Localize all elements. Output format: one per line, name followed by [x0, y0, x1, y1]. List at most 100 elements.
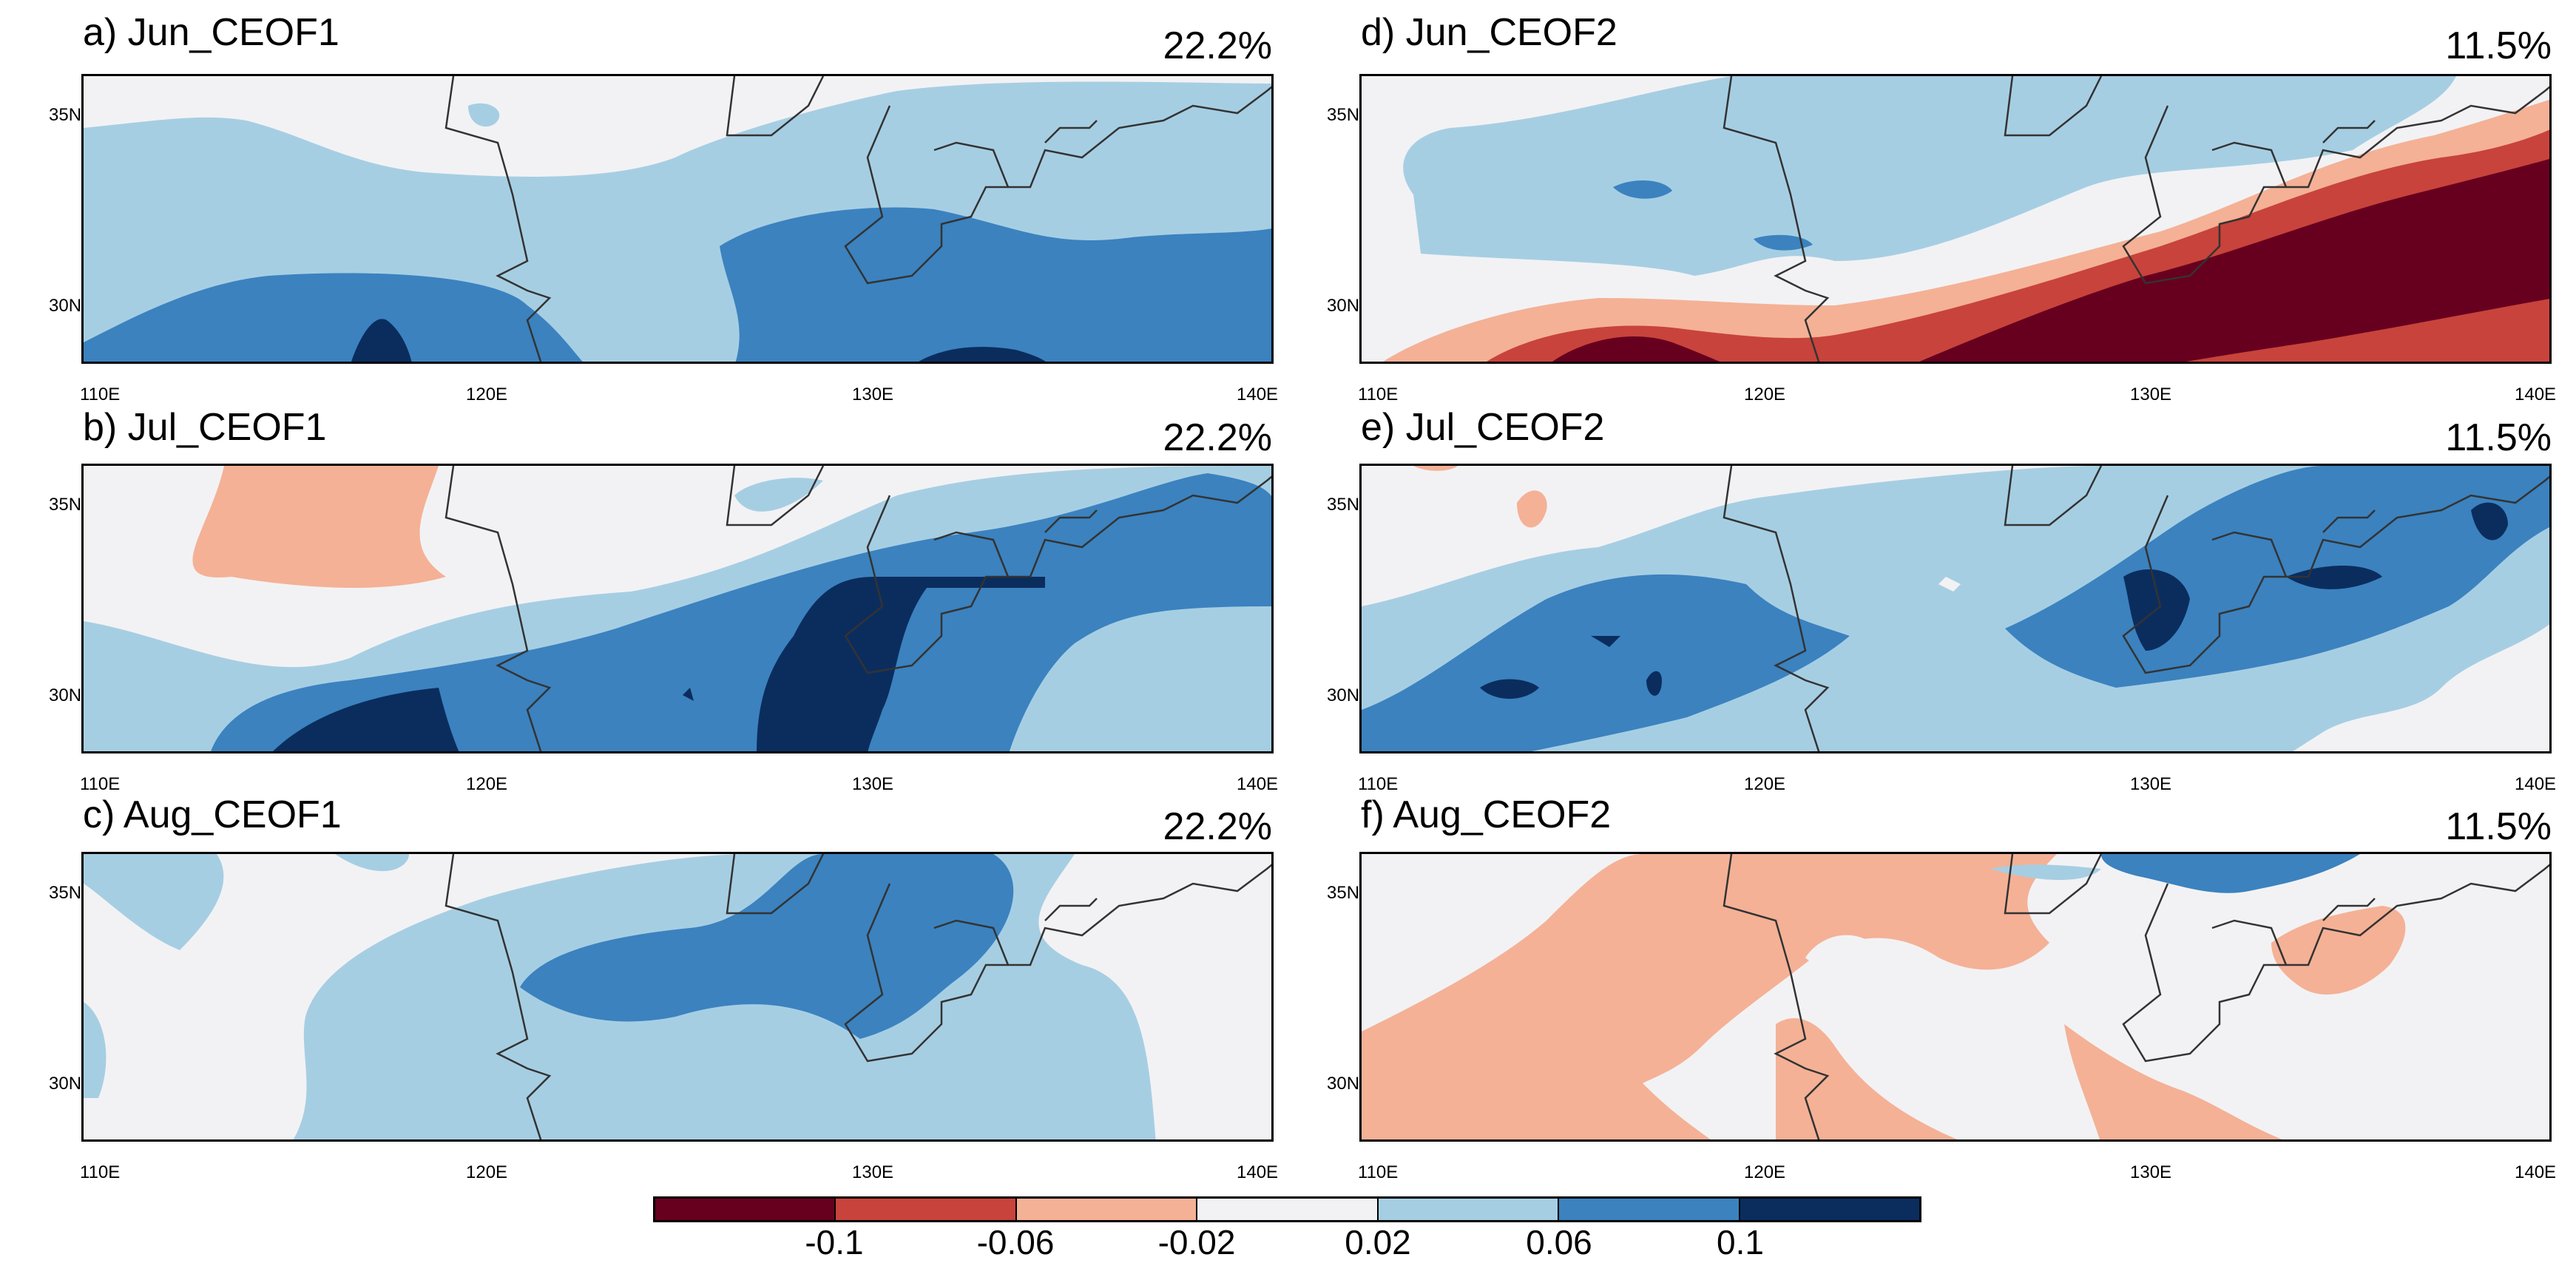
lon-tick-120e: 120E: [1744, 385, 1786, 404]
lon-tick-140e: 140E: [2515, 385, 2557, 404]
lat-tick-30n: 30N: [49, 296, 82, 316]
contour-fill-dark-blue: [757, 577, 1045, 751]
contour-fill-light-blue: [1990, 864, 2101, 880]
lat-tick-30n: 30N: [49, 1074, 82, 1094]
lon-tick-130e: 130E: [852, 774, 894, 794]
variance-label: 11.5%: [2445, 24, 2552, 67]
contour-map: [1362, 854, 2549, 1139]
contour-fill-dark-blue: [2471, 502, 2508, 541]
lon-tick-110e: 110E: [80, 774, 121, 794]
lon-tick-120e: 120E: [1744, 774, 1786, 794]
variance-label: 22.2%: [1163, 416, 1272, 459]
coastline: [1723, 466, 2549, 751]
contour-fill-light-blue: [468, 103, 500, 127]
lon-tick-140e: 140E: [1237, 774, 1279, 794]
lon-tick-130e: 130E: [2130, 385, 2172, 404]
contour-fill-mid-blue: [1362, 574, 1850, 751]
contour-fill-dark-blue: [351, 319, 412, 362]
contour-fill-dark-blue: [273, 688, 459, 751]
colorbar-box: [1378, 1199, 1560, 1220]
contour-fill-light-blue: [84, 1002, 107, 1098]
contour-fill-light-blue: [84, 854, 224, 950]
contour-fill-dark-red: [1919, 158, 2549, 362]
lat-tick-30n: 30N: [1327, 1074, 1360, 1094]
lon-tick-120e: 120E: [466, 385, 508, 404]
panel-title: a) Jun_CEOF1: [83, 11, 339, 54]
panel-title: b) Jul_CEOF1: [83, 406, 327, 449]
lon-tick-110e: 110E: [80, 385, 121, 404]
coastline: [444, 76, 1271, 362]
contour-fill-mid-blue: [520, 854, 1014, 1039]
map-frame: [81, 852, 1274, 1142]
colorbar-box: [655, 1199, 836, 1220]
contour-fill-dark-red: [1552, 336, 1720, 362]
contour-fill-dark-blue: [919, 347, 1046, 362]
lat-tick-35n: 35N: [1327, 883, 1360, 903]
map-frame: [1359, 852, 2552, 1142]
contour-fill-mid-blue: [2101, 854, 2360, 893]
colorbar-label: 0.02: [1345, 1223, 1411, 1261]
panel-title: d) Jun_CEOF2: [1361, 11, 1617, 54]
contour-fill-light-blue: [734, 478, 823, 512]
coastline: [444, 466, 1271, 751]
map-frame: [1359, 464, 2552, 753]
lat-tick-35n: 35N: [1327, 495, 1360, 515]
contour-fill-mid-blue: [1754, 234, 1813, 251]
contour-map: [84, 466, 1271, 751]
variance-label: 22.2%: [1163, 24, 1272, 67]
contour-fill-dark-blue: [1646, 671, 1662, 696]
contour-fill-dark-blue: [1591, 636, 1620, 647]
contour-fill-dark-blue: [1480, 679, 1539, 699]
contour-fill-neutral: [1938, 577, 1961, 592]
colorbar-box: [1016, 1199, 1198, 1220]
colorbar-box: [1197, 1199, 1379, 1220]
contour-fill-mid-blue: [211, 473, 1271, 751]
lat-tick-35n: 35N: [49, 105, 82, 125]
lat-tick-30n: 30N: [49, 685, 82, 705]
contour-fill-light-red: [2271, 906, 2406, 995]
panel-title: e) Jul_CEOF2: [1361, 406, 1605, 449]
lon-tick-110e: 110E: [80, 1162, 121, 1182]
coastline: [1723, 76, 2549, 362]
variance-label: 11.5%: [2445, 416, 2552, 459]
colorbar-box: [836, 1199, 1017, 1220]
map-frame: [1359, 74, 2552, 364]
variance-label: 22.2%: [1163, 805, 1272, 848]
contour-fill-light-red: [2064, 1024, 2282, 1139]
contour-fill-mid-blue: [84, 273, 583, 362]
colorbar-label: 0.1: [1717, 1223, 1764, 1261]
lat-tick-35n: 35N: [49, 883, 82, 903]
lon-tick-130e: 130E: [2130, 1162, 2172, 1182]
lon-tick-140e: 140E: [2515, 1162, 2557, 1182]
contour-fill-mid-blue: [1613, 180, 1672, 199]
contour-fill-mid-blue: [720, 207, 1271, 362]
lon-tick-130e: 130E: [852, 1162, 894, 1182]
lon-tick-110e: 110E: [1358, 1162, 1399, 1182]
colorbar-label: -0.1: [805, 1223, 864, 1261]
colorbar-box: [1559, 1199, 1740, 1220]
contour-fill-light-red: [1362, 854, 2057, 1139]
map-frame: [81, 74, 1274, 364]
contour-map: [1362, 466, 2549, 751]
coastline: [444, 854, 1271, 1139]
lon-tick-120e: 120E: [466, 774, 508, 794]
lon-tick-130e: 130E: [2130, 774, 2172, 794]
contour-fill-light-red: [1517, 490, 1547, 528]
lat-tick-35n: 35N: [1327, 105, 1360, 125]
contour-map: [1362, 76, 2549, 362]
variance-label: 11.5%: [2445, 805, 2552, 848]
lat-tick-30n: 30N: [1327, 685, 1360, 705]
contour-fill-light-red: [1776, 1017, 1958, 1139]
colorbar-label: -0.06: [976, 1223, 1055, 1261]
panel-title: c) Aug_CEOF1: [83, 793, 342, 836]
lat-tick-30n: 30N: [1327, 296, 1360, 316]
contour-map: [84, 76, 1271, 362]
colorbar-label: -0.02: [1157, 1223, 1236, 1261]
colorbar-label: 0.06: [1526, 1223, 1592, 1261]
lon-tick-110e: 110E: [1358, 385, 1399, 404]
coastline: [1723, 854, 2549, 1139]
lon-tick-120e: 120E: [466, 1162, 508, 1182]
map-frame: [81, 464, 1274, 753]
lon-tick-140e: 140E: [2515, 774, 2557, 794]
lon-tick-140e: 140E: [1237, 1162, 1279, 1182]
